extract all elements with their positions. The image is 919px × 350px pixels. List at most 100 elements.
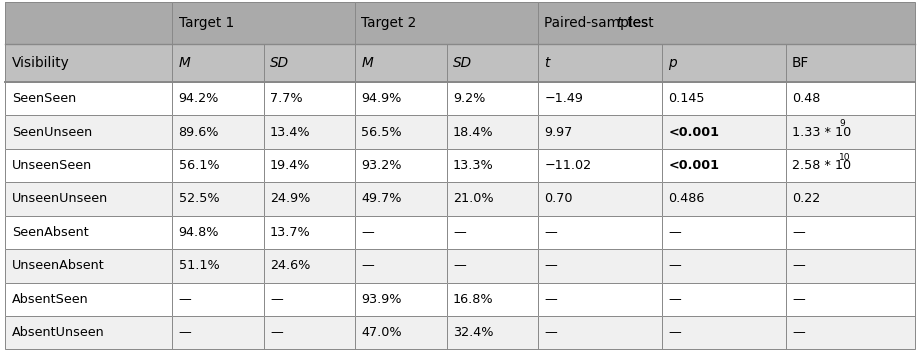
Bar <box>538 182 661 216</box>
Bar <box>172 82 264 115</box>
Text: —: — <box>791 259 804 272</box>
Bar <box>785 149 913 182</box>
Text: 94.8%: 94.8% <box>178 226 219 239</box>
Bar <box>355 249 446 282</box>
Text: AbsentSeen: AbsentSeen <box>12 293 88 306</box>
Text: <0.001: <0.001 <box>667 126 719 139</box>
Bar <box>172 182 264 216</box>
Bar <box>172 282 264 316</box>
Bar <box>6 182 172 216</box>
Text: 13.3%: 13.3% <box>452 159 494 172</box>
Bar <box>172 115 264 149</box>
Bar <box>785 82 913 115</box>
Bar <box>264 282 355 316</box>
Text: 9.2%: 9.2% <box>452 92 485 105</box>
Bar <box>661 149 785 182</box>
Text: 94.9%: 94.9% <box>361 92 402 105</box>
Bar <box>355 316 446 349</box>
Bar <box>661 82 785 115</box>
Text: 13.4%: 13.4% <box>269 126 311 139</box>
Bar <box>6 282 172 316</box>
Text: SeenSeen: SeenSeen <box>12 92 76 105</box>
Text: UnseenUnseen: UnseenUnseen <box>12 193 108 205</box>
Bar <box>446 115 538 149</box>
Text: −1.49: −1.49 <box>544 92 583 105</box>
Text: —: — <box>452 226 465 239</box>
Bar <box>785 115 913 149</box>
Bar <box>785 282 913 316</box>
Bar <box>538 316 661 349</box>
Text: 56.5%: 56.5% <box>361 126 402 139</box>
Text: 7.7%: 7.7% <box>269 92 302 105</box>
Bar <box>172 216 264 249</box>
Bar <box>538 282 661 316</box>
Bar <box>538 149 661 182</box>
Bar <box>6 182 172 216</box>
Bar <box>446 149 538 182</box>
Text: —: — <box>544 226 557 239</box>
Bar <box>538 249 661 282</box>
Bar <box>538 115 661 149</box>
Bar <box>785 316 913 349</box>
Bar <box>446 316 538 349</box>
Bar <box>6 82 172 115</box>
Bar <box>785 216 913 249</box>
Bar <box>172 82 264 115</box>
Bar <box>661 282 785 316</box>
Text: t: t <box>544 56 550 70</box>
Bar <box>446 182 538 216</box>
Bar <box>661 216 785 249</box>
Bar <box>785 115 913 149</box>
Bar <box>6 82 172 115</box>
Text: 18.4%: 18.4% <box>452 126 494 139</box>
Bar <box>785 316 913 349</box>
Bar <box>172 115 264 149</box>
Text: UnseenSeen: UnseenSeen <box>12 159 92 172</box>
Bar <box>264 216 355 249</box>
Text: —: — <box>452 259 465 272</box>
Text: —: — <box>269 326 282 339</box>
Bar <box>6 216 172 249</box>
Bar <box>661 282 785 316</box>
Bar <box>661 115 785 149</box>
Text: —: — <box>791 226 804 239</box>
Bar <box>446 149 538 182</box>
Bar <box>355 149 446 182</box>
Bar <box>355 249 446 282</box>
Bar <box>355 82 446 115</box>
Text: 9.97: 9.97 <box>544 126 573 139</box>
Text: 49.7%: 49.7% <box>361 193 402 205</box>
Text: 47.0%: 47.0% <box>361 326 402 339</box>
Text: —: — <box>544 259 557 272</box>
Bar <box>264 182 355 216</box>
Bar <box>661 216 785 249</box>
Text: 1.33 * 10: 1.33 * 10 <box>791 126 850 139</box>
Bar <box>264 316 355 349</box>
Text: 9: 9 <box>838 119 844 128</box>
Bar <box>6 316 172 349</box>
Bar <box>172 316 264 349</box>
Text: 16.8%: 16.8% <box>452 293 494 306</box>
Text: SD: SD <box>452 56 471 70</box>
Text: <0.001: <0.001 <box>667 159 719 172</box>
Bar <box>538 216 661 249</box>
Bar <box>172 249 264 282</box>
Bar <box>355 216 446 249</box>
Text: —: — <box>544 326 557 339</box>
Text: AbsentUnseen: AbsentUnseen <box>12 326 105 339</box>
Bar <box>785 182 913 216</box>
Text: —: — <box>178 326 191 339</box>
Bar <box>355 149 446 182</box>
Bar <box>785 149 913 182</box>
Bar <box>785 249 913 282</box>
Text: 52.5%: 52.5% <box>178 193 219 205</box>
Bar <box>446 282 538 316</box>
Text: SeenUnseen: SeenUnseen <box>12 126 92 139</box>
Bar <box>661 182 785 216</box>
Bar <box>661 149 785 182</box>
Bar <box>446 216 538 249</box>
Bar <box>6 149 172 182</box>
Text: —: — <box>667 293 680 306</box>
Text: 0.22: 0.22 <box>791 193 820 205</box>
Bar <box>355 115 446 149</box>
